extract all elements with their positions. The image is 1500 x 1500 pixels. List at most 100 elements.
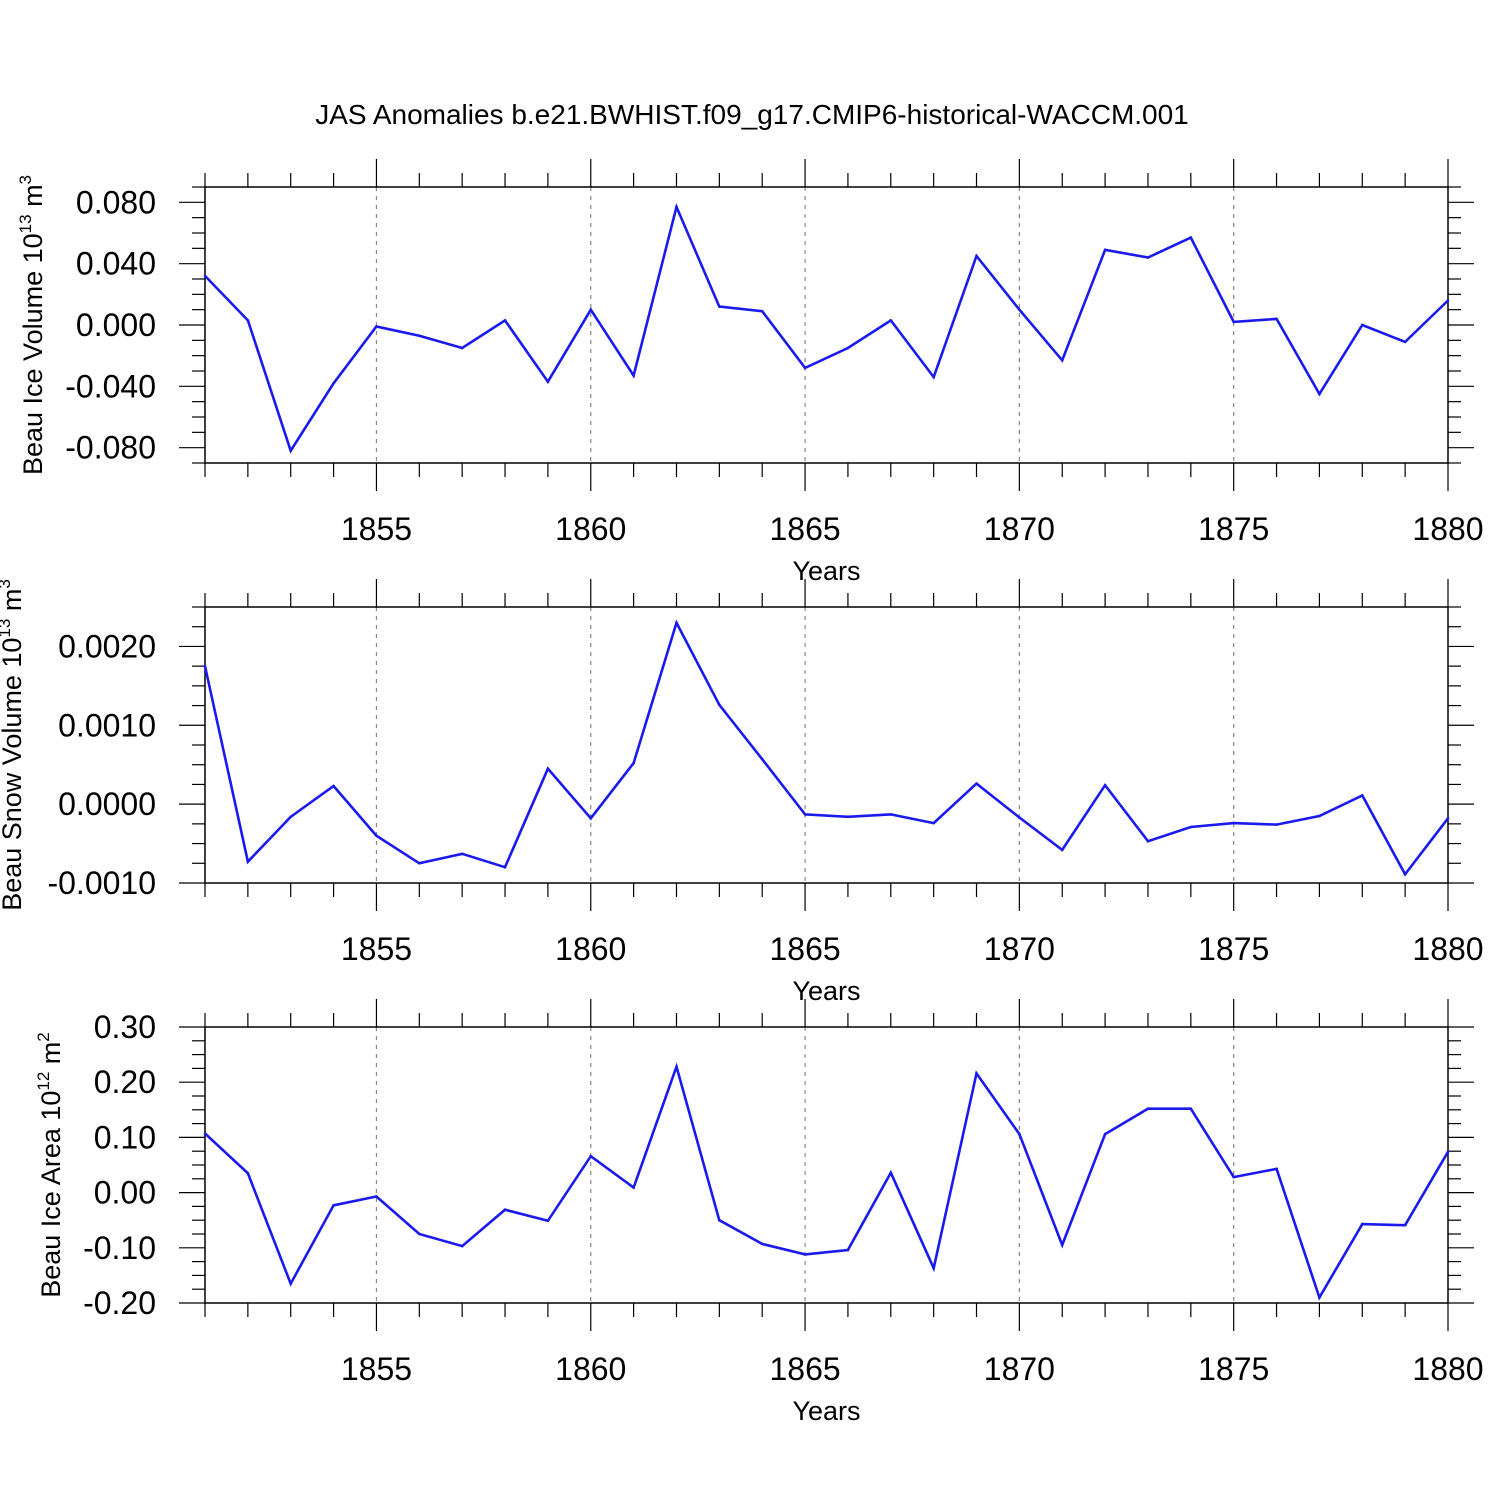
data-point xyxy=(546,380,550,384)
data-point xyxy=(460,1244,464,1248)
data-point xyxy=(246,1171,250,1175)
data-point xyxy=(932,375,935,379)
data-point xyxy=(246,860,250,864)
data-point xyxy=(375,1195,378,1198)
data-point xyxy=(932,1266,935,1270)
data-point xyxy=(889,813,893,816)
data-point xyxy=(1318,814,1321,818)
chart-panel-1: -0.080 -0.040 0.000 0.040 0.080 1855 1860 1865 1… xyxy=(16,159,1484,586)
y-tick-label: 0.080 xyxy=(76,184,156,220)
y-tick-label: -0.0010 xyxy=(47,865,156,901)
x-tick-label: 1880 xyxy=(1412,931,1483,967)
y-tick-label: 0.0000 xyxy=(58,786,156,822)
y-tick-label: 0.000 xyxy=(76,307,156,343)
data-point xyxy=(675,1065,678,1069)
x-tick-label: 1875 xyxy=(1198,511,1269,547)
data-point xyxy=(289,815,293,819)
y-tick-label: 0.0020 xyxy=(58,628,156,664)
plot-frame xyxy=(204,606,1449,884)
data-point xyxy=(889,319,893,322)
data-point xyxy=(1018,308,1021,311)
x-tick-label: 1865 xyxy=(769,931,840,967)
data-point xyxy=(1360,323,1364,327)
plot-frame xyxy=(204,186,1449,464)
data-point xyxy=(503,865,507,869)
data-point xyxy=(332,381,335,385)
data-point xyxy=(803,366,807,370)
x-axis-title: Years xyxy=(792,556,860,586)
data-point xyxy=(975,1072,978,1075)
data-point xyxy=(1275,317,1278,321)
data-point xyxy=(1018,816,1021,819)
series-line xyxy=(204,202,1449,454)
data-point xyxy=(1318,392,1321,396)
x-tick-label: 1875 xyxy=(1198,931,1269,967)
data-point xyxy=(846,1248,850,1252)
data-point xyxy=(503,1208,507,1212)
data-point xyxy=(1189,236,1193,239)
data-point xyxy=(203,664,207,668)
data-point xyxy=(760,757,764,761)
series-line xyxy=(204,1062,1450,1301)
data-point xyxy=(1146,256,1150,259)
x-tick-label: 1860 xyxy=(555,1351,626,1387)
data-point xyxy=(1018,1132,1021,1136)
data-point xyxy=(1146,839,1150,843)
data-point xyxy=(1318,1296,1321,1299)
data-point xyxy=(632,374,635,377)
x-tick-label: 1855 xyxy=(341,1351,412,1387)
y-tick-label: -0.20 xyxy=(83,1285,156,1321)
data-point xyxy=(1103,783,1107,787)
data-point xyxy=(1232,1175,1235,1179)
data-point xyxy=(1232,320,1235,324)
data-point xyxy=(803,813,807,816)
x-tick-label: 1855 xyxy=(341,511,412,547)
data-point xyxy=(1060,358,1064,362)
data-point xyxy=(1403,340,1407,344)
data-point xyxy=(1060,848,1064,852)
data-point xyxy=(1189,825,1193,829)
data-point xyxy=(1103,248,1107,252)
data-point xyxy=(418,861,421,865)
data-point xyxy=(332,784,335,788)
y-tick-label: -0.040 xyxy=(65,368,156,404)
data-point xyxy=(332,1203,335,1207)
data-point xyxy=(246,319,250,322)
data-point xyxy=(1403,1223,1407,1227)
data-point xyxy=(460,346,464,350)
data-point xyxy=(675,205,678,209)
data-point xyxy=(1275,1167,1278,1171)
data-point xyxy=(846,815,850,819)
data-point xyxy=(460,852,464,856)
data-point xyxy=(718,305,721,308)
panels: -0.080 -0.040 0.000 0.040 0.080 1855 1860 1865 1… xyxy=(0,159,1484,1426)
data-point xyxy=(803,1253,807,1256)
data-point xyxy=(1275,823,1278,826)
data-point xyxy=(718,703,721,707)
figure-title: JAS Anomalies b.e21.BWHIST.f09_g17.CMIP6… xyxy=(315,99,1189,130)
data-point xyxy=(546,1219,550,1223)
x-axis-title: Years xyxy=(792,1396,860,1426)
x-axis-title: Years xyxy=(792,976,860,1006)
x-tick-label: 1865 xyxy=(769,1351,840,1387)
data-point xyxy=(889,1171,893,1175)
y-tick-label: 0.0010 xyxy=(58,707,156,743)
data-point xyxy=(503,319,507,322)
x-tick-label: 1875 xyxy=(1198,1351,1269,1387)
x-tick-label: 1855 xyxy=(341,931,412,967)
data-point xyxy=(1232,821,1235,825)
y-axis-title: Beau Snow Volume 1013 m3 xyxy=(0,579,27,911)
data-point xyxy=(632,1186,635,1189)
data-point xyxy=(760,1242,764,1246)
data-point xyxy=(418,334,421,338)
y-tick-label: 0.30 xyxy=(94,1009,156,1045)
data-point xyxy=(418,1232,421,1236)
data-point xyxy=(203,1132,207,1135)
data-point xyxy=(846,346,850,350)
y-axis-title: Beau Ice Volume 1013 m3 xyxy=(16,175,48,475)
data-point xyxy=(1360,794,1364,797)
chart-panel-2: -0.0010 0.0000 0.0010 0.0020 1855 1860 1865 187… xyxy=(0,579,1484,1006)
y-tick-label: -0.080 xyxy=(65,430,156,466)
